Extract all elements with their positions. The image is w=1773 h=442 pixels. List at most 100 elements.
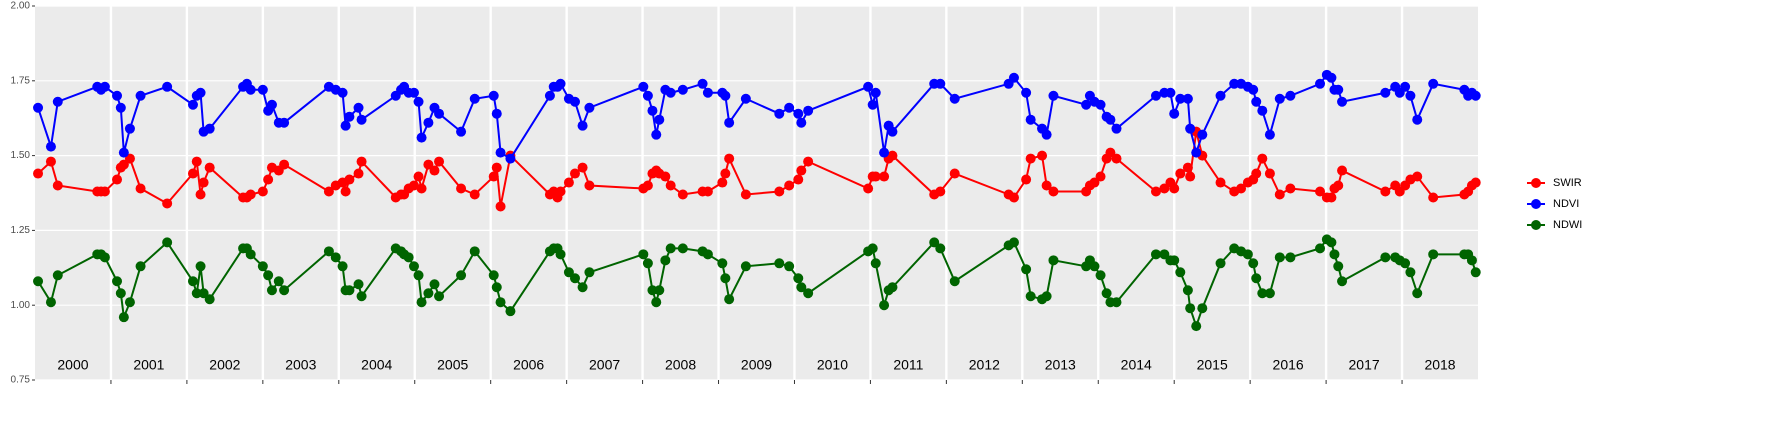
legend-key bbox=[1531, 178, 1541, 188]
point bbox=[416, 132, 427, 143]
point bbox=[569, 96, 580, 107]
point bbox=[1274, 93, 1285, 104]
point bbox=[408, 261, 419, 272]
point bbox=[784, 102, 795, 113]
point bbox=[665, 180, 676, 191]
point bbox=[1169, 255, 1180, 266]
point bbox=[344, 111, 355, 122]
point bbox=[887, 150, 898, 161]
point bbox=[724, 294, 735, 305]
point bbox=[1428, 78, 1439, 89]
point bbox=[863, 183, 874, 194]
year-label: 2015 bbox=[1197, 357, 1228, 373]
point bbox=[1257, 105, 1268, 116]
point bbox=[245, 84, 256, 95]
point bbox=[488, 171, 499, 182]
point bbox=[1095, 270, 1106, 281]
legend-label: NDVI bbox=[1553, 198, 1579, 210]
point bbox=[1400, 81, 1411, 92]
point bbox=[52, 96, 63, 107]
point bbox=[870, 87, 881, 98]
point bbox=[279, 285, 290, 296]
year-label: 2008 bbox=[665, 357, 696, 373]
point bbox=[323, 186, 334, 197]
point bbox=[198, 177, 209, 188]
point bbox=[803, 105, 814, 116]
point bbox=[867, 243, 878, 254]
point bbox=[1248, 84, 1259, 95]
point bbox=[99, 252, 110, 263]
point bbox=[1405, 90, 1416, 101]
legend-label: NDWI bbox=[1553, 219, 1582, 231]
point bbox=[204, 294, 215, 305]
year-label: 2004 bbox=[361, 357, 392, 373]
point bbox=[1150, 186, 1161, 197]
point bbox=[45, 156, 56, 167]
point bbox=[353, 279, 364, 290]
point bbox=[115, 102, 126, 113]
point bbox=[491, 162, 502, 173]
point bbox=[1470, 267, 1481, 278]
point bbox=[195, 261, 206, 272]
point bbox=[774, 258, 785, 269]
point bbox=[1326, 237, 1337, 248]
point bbox=[469, 189, 480, 200]
point bbox=[505, 306, 516, 317]
point bbox=[195, 189, 206, 200]
point bbox=[949, 276, 960, 287]
year-label: 2002 bbox=[209, 357, 240, 373]
point bbox=[577, 282, 588, 293]
point bbox=[870, 171, 881, 182]
point bbox=[245, 249, 256, 260]
point bbox=[45, 297, 56, 308]
point bbox=[647, 285, 658, 296]
year-label: 2006 bbox=[513, 357, 544, 373]
point bbox=[162, 198, 173, 209]
point bbox=[33, 102, 44, 113]
point bbox=[724, 117, 735, 128]
point bbox=[1165, 87, 1176, 98]
year-label: 2000 bbox=[57, 357, 88, 373]
point bbox=[717, 177, 728, 188]
point bbox=[1470, 90, 1481, 101]
point bbox=[720, 273, 731, 284]
point bbox=[1285, 252, 1296, 263]
point bbox=[1248, 258, 1259, 269]
point bbox=[1242, 249, 1253, 260]
point bbox=[469, 93, 480, 104]
point bbox=[1264, 288, 1275, 299]
point bbox=[1274, 189, 1285, 200]
point bbox=[112, 90, 123, 101]
point bbox=[879, 147, 890, 158]
point bbox=[135, 183, 146, 194]
point bbox=[266, 99, 277, 110]
point bbox=[665, 243, 676, 254]
point bbox=[135, 90, 146, 101]
point bbox=[654, 114, 665, 125]
point bbox=[124, 123, 135, 134]
point bbox=[793, 174, 804, 185]
point bbox=[488, 270, 499, 281]
point bbox=[677, 243, 688, 254]
point bbox=[257, 186, 268, 197]
point bbox=[563, 177, 574, 188]
point bbox=[112, 174, 123, 185]
point bbox=[1185, 303, 1196, 314]
point bbox=[1048, 90, 1059, 101]
point bbox=[162, 81, 173, 92]
point bbox=[99, 186, 110, 197]
point bbox=[1326, 72, 1337, 83]
point bbox=[935, 78, 946, 89]
y-tick-label: 2.00 bbox=[11, 1, 31, 12]
point bbox=[135, 261, 146, 272]
point bbox=[870, 258, 881, 269]
point bbox=[697, 78, 708, 89]
year-label: 2005 bbox=[437, 357, 468, 373]
point bbox=[491, 108, 502, 119]
point bbox=[577, 162, 588, 173]
point bbox=[1400, 258, 1411, 269]
point bbox=[118, 312, 129, 323]
point bbox=[1008, 192, 1019, 203]
point bbox=[340, 120, 351, 131]
point bbox=[1466, 255, 1477, 266]
